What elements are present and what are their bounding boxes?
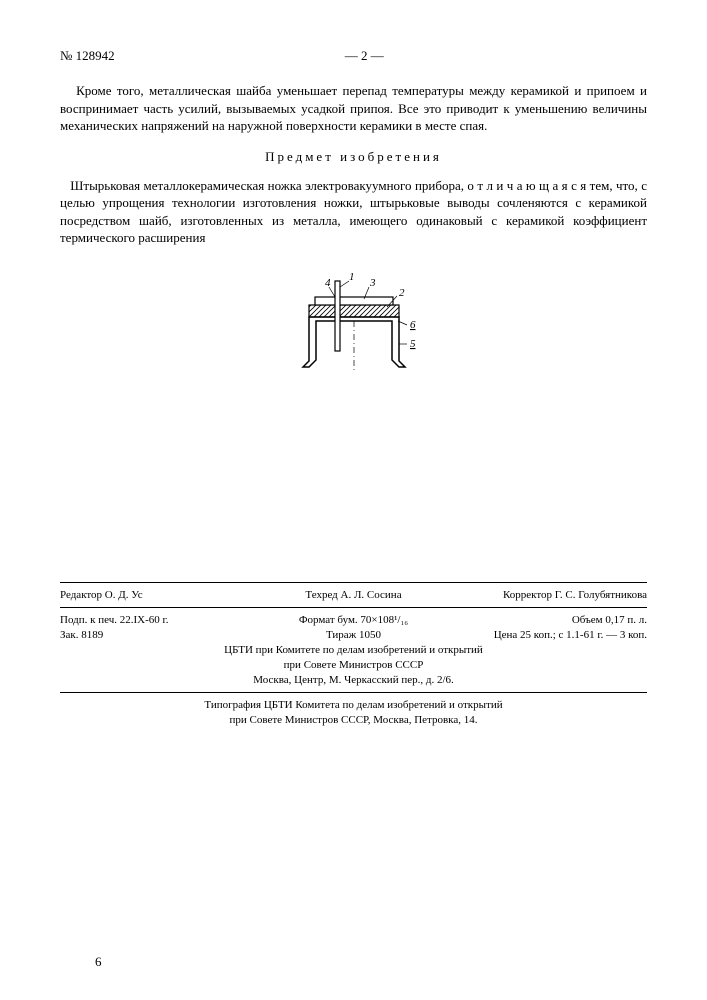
fig-label-6: 6 xyxy=(410,319,416,331)
doc-number: № 128942 xyxy=(60,48,115,64)
fig-label-4: 4 xyxy=(325,277,331,289)
header-row: № 128942 — 2 — spacer xyxy=(60,48,647,64)
paragraph-1: Кроме того, металлическая шайба уменьшае… xyxy=(60,82,647,135)
fig-label-2: 2 xyxy=(399,287,405,299)
order-num: Зак. 8189 xyxy=(60,629,256,641)
imprint-line-1: ЦБТИ при Комитете по делам изобретений и… xyxy=(60,644,647,656)
figure: 4 1 3 2 6 5 xyxy=(60,267,647,382)
fig-label-3: 3 xyxy=(369,277,376,289)
teched: Техред А. Л. Сосина xyxy=(256,589,452,601)
imprint-row-3: Зак. 8189 Тираж 1050 Цена 25 коп.; с 1.1… xyxy=(60,629,647,641)
rule-2 xyxy=(60,607,647,608)
volume: Объем 0,17 п. л. xyxy=(451,614,647,626)
figure-svg: 4 1 3 2 6 5 xyxy=(279,267,429,377)
format: Формат бум. 70×108¹/₁₆ xyxy=(256,614,452,626)
imprint-row-1: Редактор О. Д. Ус Техред А. Л. Сосина Ко… xyxy=(60,589,647,601)
rule-1 xyxy=(60,582,647,583)
price: Цена 25 коп.; с 1.1-61 г. — 3 коп. xyxy=(451,629,647,641)
imprint-line-2: при Совете Министров СССР xyxy=(60,659,647,671)
print-date: Подп. к печ. 22.IX-60 г. xyxy=(60,614,256,626)
rule-3 xyxy=(60,692,647,693)
paragraph-1-text: Кроме того, металлическая шайба уменьшае… xyxy=(60,83,647,133)
section-title: Предмет изобретения xyxy=(60,149,647,165)
tirazh: Тираж 1050 xyxy=(256,629,452,641)
page-marker: — 2 — xyxy=(345,48,384,64)
imprint-line-5: при Совете Министров СССР, Москва, Петро… xyxy=(60,714,647,726)
fig-label-5: 5 xyxy=(410,338,416,350)
corrector: Корректор Г. С. Голубятникова xyxy=(451,589,647,601)
editor: Редактор О. Д. Ус xyxy=(60,589,256,601)
fig-label-1: 1 xyxy=(349,271,355,283)
imprint-line-3: Москва, Центр, М. Черкасский пер., д. 2/… xyxy=(60,674,647,686)
page-number: 6 xyxy=(95,954,102,970)
paragraph-2-text: Штырьковая металлокерамическая ножка эле… xyxy=(60,178,647,246)
imprint-row-2: Подп. к печ. 22.IX-60 г. Формат бум. 70×… xyxy=(60,614,647,626)
imprint-line-4: Типография ЦБТИ Комитета по делам изобре… xyxy=(60,699,647,711)
paragraph-2: Штырьковая металлокерамическая ножка эле… xyxy=(60,177,647,247)
